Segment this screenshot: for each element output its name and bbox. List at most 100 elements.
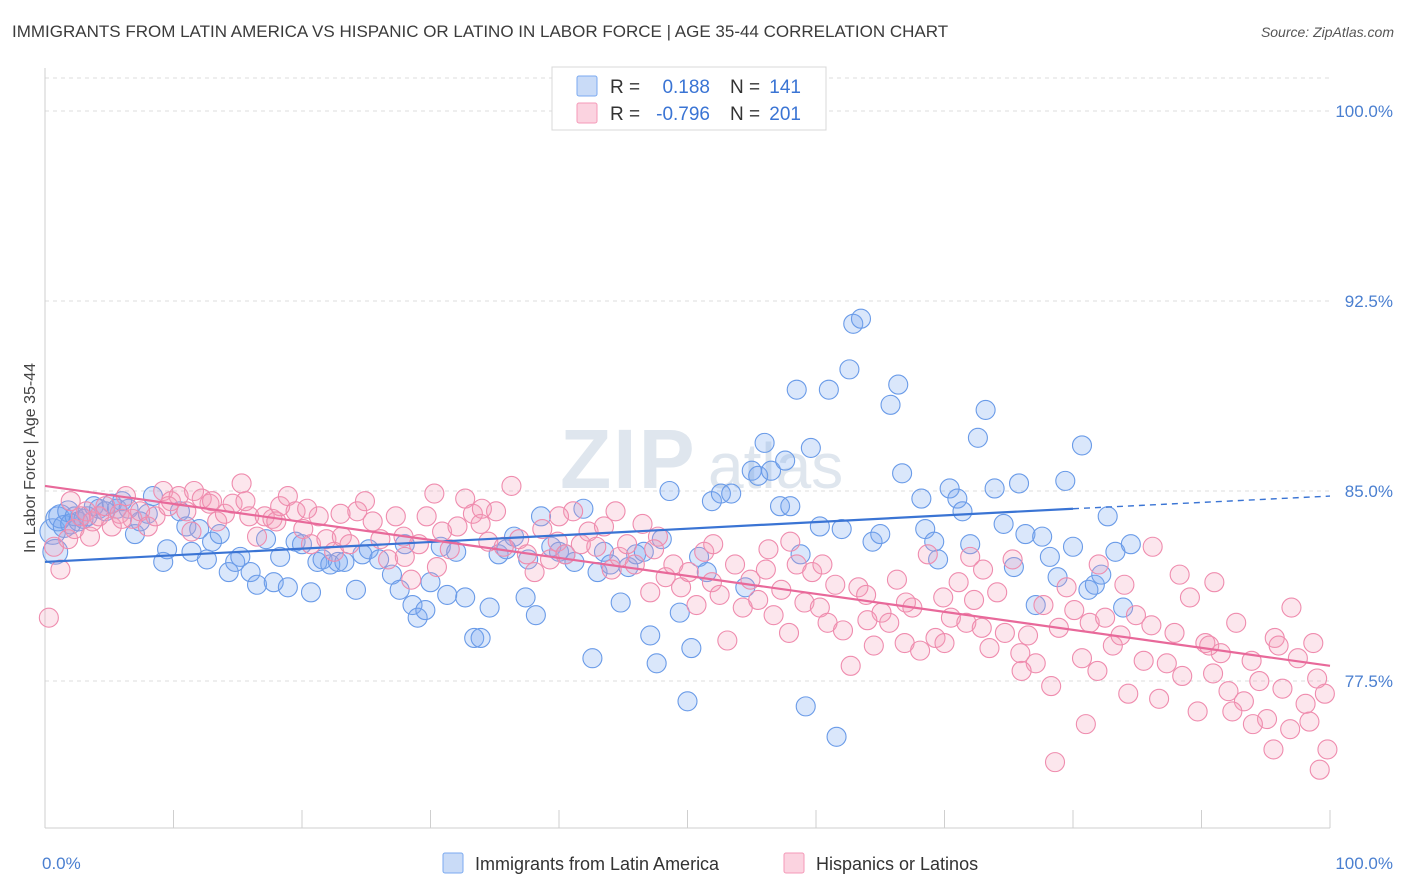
legend-n-label-pink: N = <box>730 104 760 125</box>
point-hispanics <box>1303 632 1324 654</box>
legend-n-value-pink: 201 <box>769 104 801 125</box>
point-hispanics <box>832 620 854 641</box>
point-hispanics <box>1017 625 1039 646</box>
point-hispanics <box>640 582 661 603</box>
point-hispanics <box>1041 676 1062 697</box>
point-hispanics <box>586 536 607 557</box>
point-hispanics <box>214 503 235 524</box>
point-immigrants <box>947 488 968 509</box>
point-hispanics <box>378 549 399 570</box>
point-hispanics <box>1056 577 1077 598</box>
point-hispanics <box>1125 605 1147 626</box>
point-immigrants <box>1113 597 1134 618</box>
point-immigrants <box>780 496 801 517</box>
point-hispanics <box>1233 691 1254 712</box>
point-hispanics <box>297 498 318 519</box>
point-hispanics <box>1263 739 1284 760</box>
point-hispanics <box>471 498 492 519</box>
point-immigrants <box>646 653 667 674</box>
point-hispanics <box>1164 622 1185 643</box>
point-immigrants <box>246 574 268 595</box>
point-immigrants <box>748 465 769 486</box>
point-hispanics <box>703 534 724 555</box>
legend-r-value-pink: -0.796 <box>656 104 710 125</box>
point-immigrants <box>270 546 291 567</box>
point-immigrants <box>640 625 661 646</box>
point-hispanics <box>1199 635 1220 656</box>
point-hispanics <box>1172 665 1193 687</box>
point-hispanics <box>1156 653 1177 674</box>
point-hispanics <box>60 491 81 512</box>
point-immigrants <box>975 399 996 420</box>
point-hispanics <box>548 506 570 527</box>
point-hispanics <box>1010 643 1031 664</box>
point-hispanics <box>956 612 977 633</box>
point-hispanics <box>848 577 869 598</box>
trend-line-hispanics <box>44 484 1331 667</box>
point-immigrants <box>862 531 883 552</box>
point-immigrants <box>218 562 239 583</box>
point-hispanics <box>709 584 730 605</box>
point-hispanics <box>385 506 406 527</box>
y-tick-label: 100.0% <box>1335 102 1393 121</box>
x-tick-label-left: 0.0% <box>42 854 81 873</box>
point-hispanics <box>1226 612 1247 633</box>
legend-r-label-pink: R = <box>610 104 640 125</box>
series-hispanics-points <box>38 473 1338 780</box>
point-hispanics <box>50 559 71 580</box>
point-immigrants <box>420 572 441 593</box>
trend-line-immigrants-extension <box>1072 495 1331 510</box>
point-hispanics <box>802 562 823 583</box>
point-hispanics <box>701 572 722 593</box>
point-immigrants <box>1039 546 1060 567</box>
point-immigrants <box>911 488 932 509</box>
point-immigrants <box>240 562 261 583</box>
point-hispanics <box>1088 554 1109 575</box>
point-immigrants <box>327 551 349 573</box>
bottom-legend-label-blue: Immigrants from Latin America <box>475 854 720 874</box>
point-immigrants <box>345 579 367 600</box>
point-immigrants <box>300 582 322 603</box>
point-hispanics <box>617 534 638 555</box>
point-immigrants <box>1015 524 1036 545</box>
point-hispanics <box>416 506 437 527</box>
point-immigrants <box>967 427 988 448</box>
point-hispanics <box>1075 714 1096 735</box>
point-hispanics <box>184 480 205 502</box>
point-hispanics <box>362 511 383 532</box>
point-immigrants <box>839 359 860 380</box>
trend-line-immigrants <box>44 507 1074 564</box>
point-immigrants <box>1071 435 1093 456</box>
point-immigrants <box>677 691 698 712</box>
point-hispanics <box>266 511 287 532</box>
point-immigrants <box>809 516 830 537</box>
point-immigrants <box>818 379 839 400</box>
point-immigrants <box>307 551 328 573</box>
point-immigrants <box>1097 506 1118 527</box>
point-hispanics <box>1295 693 1316 714</box>
point-immigrants <box>800 437 821 458</box>
point-hispanics <box>1142 536 1163 557</box>
point-hispanics <box>1002 549 1023 570</box>
bottom-legend-swatch-pink <box>783 852 805 874</box>
point-hispanics <box>964 589 985 611</box>
point-hispanics <box>917 544 938 565</box>
point-hispanics <box>501 475 522 496</box>
point-hispanics <box>38 607 59 628</box>
legend-r-value-blue: 0.188 <box>662 77 710 98</box>
point-hispanics <box>339 534 360 555</box>
point-hispanics <box>153 480 174 502</box>
point-hispanics <box>547 531 568 552</box>
point-hispanics <box>58 529 79 550</box>
point-hispanics <box>1011 660 1032 681</box>
point-immigrants <box>582 648 603 669</box>
point-hispanics <box>910 640 931 661</box>
point-immigrants <box>710 483 731 504</box>
point-hispanics <box>1033 594 1054 616</box>
point-hispanics <box>934 632 955 654</box>
point-immigrants <box>415 600 436 621</box>
point-hispanics <box>532 518 553 540</box>
point-hispanics <box>112 508 133 529</box>
point-immigrants <box>669 602 690 623</box>
point-immigrants <box>189 518 210 540</box>
